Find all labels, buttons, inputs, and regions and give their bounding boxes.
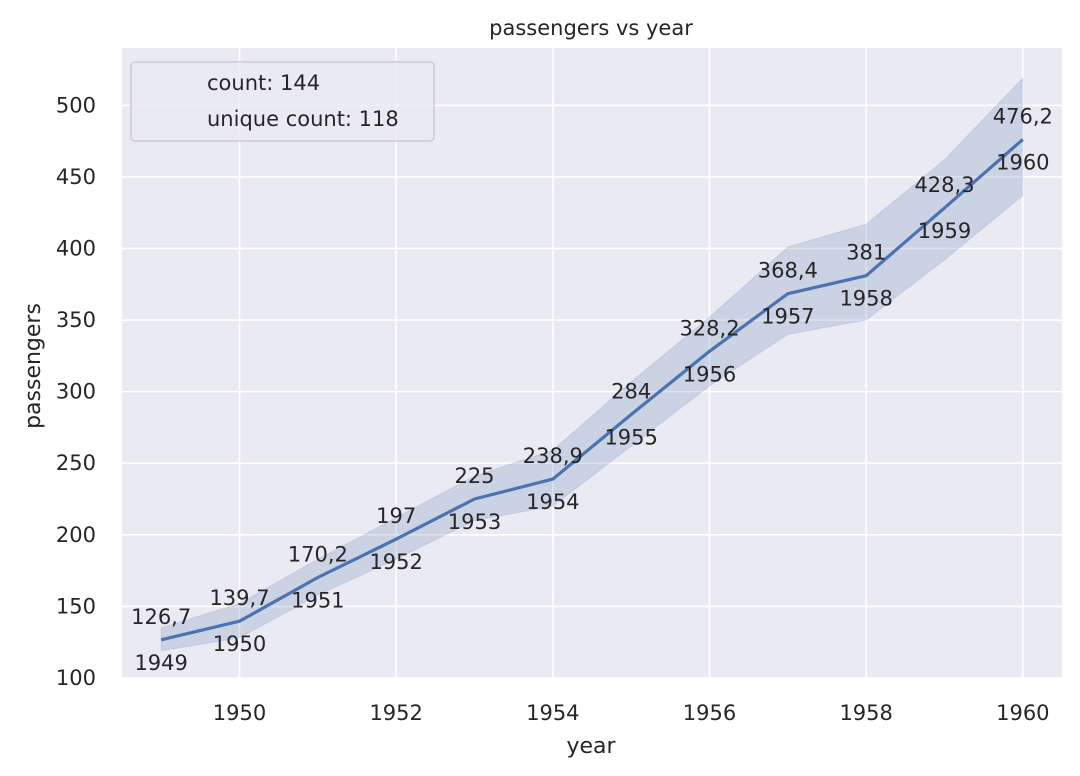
value-label: 126,7	[131, 605, 191, 629]
chart-title: passengers vs year	[489, 16, 693, 40]
x-tick-label: 1950	[213, 701, 266, 725]
value-label: 381	[846, 241, 886, 265]
value-label: 368,4	[758, 259, 818, 283]
series-line-layer	[160, 138, 1024, 642]
value-label: 284	[611, 380, 651, 404]
legend-entry-unique-count: unique count: 118	[207, 107, 399, 131]
value-label: 170,2	[288, 542, 348, 566]
year-label: 1957	[761, 305, 814, 329]
x-tick-label: 1956	[683, 701, 736, 725]
year-label: 1959	[918, 219, 971, 243]
plot-background	[122, 48, 1062, 678]
year-label: 1953	[448, 510, 501, 534]
value-label: 139,7	[209, 586, 269, 610]
year-label: 1952	[369, 550, 422, 574]
legend-box	[130, 61, 435, 142]
value-label: 476,2	[993, 104, 1053, 128]
year-label: 1951	[291, 588, 344, 612]
year-label: 1956	[683, 362, 736, 386]
y-tick-label: 300	[56, 380, 96, 404]
year-label: 1955	[604, 426, 657, 450]
legend: count: 144 unique count: 118	[130, 61, 435, 142]
series-line	[160, 138, 1024, 642]
y-tick-label: 450	[56, 165, 96, 189]
year-label: 1950	[213, 632, 266, 656]
value-label: 328,2	[679, 316, 739, 340]
year-label: 1949	[134, 651, 187, 675]
grid-lines	[122, 48, 1062, 679]
year-label: 1958	[839, 287, 892, 311]
value-label: 197	[376, 504, 416, 528]
y-tick-label: 500	[56, 93, 96, 117]
value-label: 428,3	[914, 173, 974, 197]
year-label: 1954	[526, 490, 579, 514]
y-tick-label: 100	[56, 666, 96, 690]
y-tick-label: 150	[56, 594, 96, 618]
y-tick-label: 200	[56, 523, 96, 547]
value-label: 238,9	[523, 444, 583, 468]
data-label-layer: 126,7 1949 139,7 1950 170,2 1951 197 1952 225 195…	[131, 104, 1053, 674]
confidence-band	[160, 76, 1024, 652]
y-axis-label: passengers	[21, 303, 46, 429]
confidence-band-layer	[160, 76, 1024, 652]
x-tick-label: 1960	[996, 701, 1049, 725]
x-tick-label: 1952	[369, 701, 422, 725]
y-tick-label: 250	[56, 451, 96, 475]
y-tick-label: 400	[56, 236, 96, 260]
year-label: 1960	[996, 150, 1049, 174]
x-axis-label: year	[566, 734, 616, 759]
legend-entry-count: count: 144	[207, 71, 320, 95]
y-tick-label: 350	[56, 308, 96, 332]
value-label: 225	[454, 464, 494, 488]
x-tick-label: 1954	[526, 701, 579, 725]
x-tick-label: 1958	[839, 701, 892, 725]
